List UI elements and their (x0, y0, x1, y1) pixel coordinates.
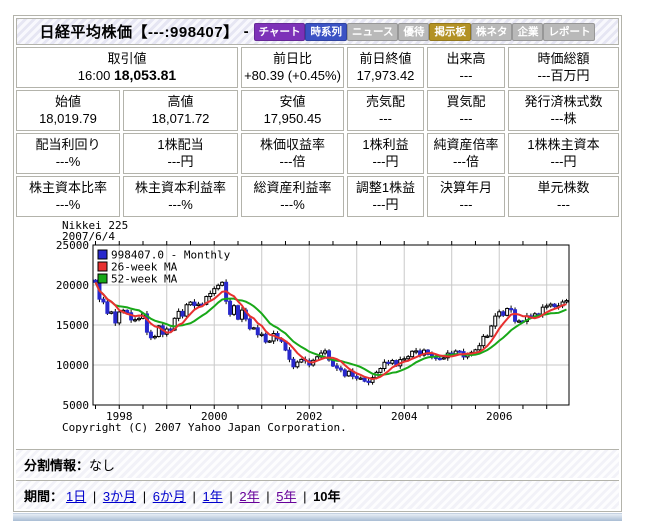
quote-cell-trading-price: 取引値 16:00 18,053.81 (16, 47, 238, 88)
svg-text:2007/6/4: 2007/6/4 (62, 230, 115, 243)
split-info-row: 分割情報：なし (16, 449, 619, 478)
svg-text:5000: 5000 (63, 399, 90, 412)
last-price: 18,053.81 (113, 67, 177, 83)
quote-cell-roa: 総資産利益率 ---% (241, 176, 344, 217)
header-button-message-board[interactable]: 掲示板 (429, 23, 471, 41)
header-button-company[interactable]: 企業 (512, 23, 544, 41)
header-button-news[interactable]: ニュース (346, 23, 399, 41)
header-button-chart[interactable]: チャート (253, 23, 306, 41)
quote-cell-low: 安値 17,950.45 (241, 90, 344, 131)
price-chart: Nikkei 225 2007/6/4 25000 20000 15000 10000 50… (16, 219, 619, 447)
period-link-6m[interactable]: 6か月 (152, 489, 186, 504)
quote-cell-open: 始値 18,019.79 (16, 90, 120, 131)
quote-cell-eps: 1株利益 ---円 (347, 133, 424, 174)
header-button-report[interactable]: レポート (543, 23, 596, 41)
quote-cell-high: 高値 18,071.72 (123, 90, 238, 131)
period-separator: | (225, 489, 237, 504)
header-buttons: チャート 時系列 ニュース 優待 掲示板 株ネタ 企業 レポート (253, 22, 596, 41)
quote-row-3: 配当利回り ---% 1株配当 ---円 株価収益率 ---倍 1株利益 ---… (16, 133, 619, 174)
period-links: 1日 | 3か月 | 6か月 | 1年 | 2年 | 5年 | 10年 (63, 489, 344, 504)
cell-value: 16:00 18,053.81 (18, 67, 236, 84)
quote-row-2: 始値 18,019.79 高値 18,071.72 安値 17,950.45 売… (16, 90, 619, 131)
svg-text:Nikkei 225: Nikkei 225 (62, 219, 128, 232)
quote-row-4: 株主資本比率 ---% 株主資本利益率 ---% 総資産利益率 ---% 調整1… (16, 176, 619, 217)
quote-cell-equity-ratio: 株主資本比率 ---% (16, 176, 120, 217)
svg-text:15000: 15000 (56, 319, 89, 332)
period-link-2y[interactable]: 2年 (239, 489, 260, 504)
quote-cell-roe: 株主資本利益率 ---% (123, 176, 238, 217)
quote-cell-dividend-per-share: 1株配当 ---円 (123, 133, 238, 174)
quote-cell-fiscal-year-end: 決算年月 --- (427, 176, 505, 217)
cell-label: 取引値 (107, 51, 147, 66)
svg-text:Copyright (C) 2007 Yahoo Japan: Copyright (C) 2007 Yahoo Japan Corporati… (62, 421, 347, 434)
quote-cell-unit-shares: 単元株数 --- (508, 176, 619, 217)
header-button-time-series[interactable]: 時系列 (305, 23, 347, 41)
quote-page: 日経平均株価【---:998407】 - チャート 時系列 ニュース 優待 掲示板 株ネタ… (13, 15, 622, 521)
period-link-10y: 10年 (313, 489, 341, 504)
quote-cell-bid: 買気配 --- (427, 90, 505, 131)
next-section-header-strip (13, 513, 622, 521)
quote-cell-previous-close: 前日終値 17,973.42 (347, 47, 424, 88)
period-separator: | (262, 489, 274, 504)
svg-text:20000: 20000 (56, 279, 89, 292)
quote-panel: 日経平均株価【---:998407】 - チャート 時系列 ニュース 優待 掲示板 株ネタ… (13, 15, 622, 512)
quote-cell-bps: 1株株主資本 ---円 (508, 133, 619, 174)
svg-text:26-week MA: 26-week MA (111, 261, 178, 274)
period-separator: | (89, 489, 100, 504)
split-info-label: 分割情報： (24, 458, 90, 473)
svg-text:2004: 2004 (391, 410, 418, 423)
quote-cell-adjusted-eps: 調整1株益 ---円 (347, 176, 424, 217)
period-link-3m[interactable]: 3か月 (102, 489, 137, 504)
page-title: 日経平均株価【---:998407】 (39, 24, 239, 41)
period-row: 期間： 1日 | 3か月 | 6か月 | 1年 | 2年 | 5年 | 10年 (16, 480, 619, 509)
period-link-5y[interactable]: 5年 (276, 489, 297, 504)
quote-cell-dividend-yield: 配当利回り ---% (16, 133, 120, 174)
quote-cell-pbr: 純資産倍率 ---倍 (427, 133, 505, 174)
split-info-value: なし (89, 458, 116, 473)
svg-text:2000: 2000 (201, 410, 228, 423)
period-separator: | (139, 489, 150, 504)
title-dash: - (243, 23, 249, 40)
quote-cell-shares-outstanding: 発行済株式数 ---株 (508, 90, 619, 131)
header-button-yutai[interactable]: 優待 (398, 23, 430, 41)
period-link-1y[interactable]: 1年 (202, 489, 223, 504)
svg-text:1998: 1998 (106, 410, 133, 423)
quote-cell-volume: 出来高 --- (427, 47, 505, 88)
svg-text:998407.0 - Monthly: 998407.0 - Monthly (111, 249, 231, 262)
period-label: 期間： (24, 489, 64, 504)
svg-text:10000: 10000 (56, 359, 89, 372)
svg-text:25000: 25000 (56, 239, 89, 252)
quote-cell-market-cap: 時価総額 ---百万円 (508, 47, 619, 88)
period-separator: | (299, 489, 311, 504)
svg-text:2002: 2002 (296, 410, 323, 423)
trade-time: 16:00 (77, 68, 111, 83)
header-button-kabu-neta[interactable]: 株ネタ (470, 23, 513, 41)
quote-cell-per: 株価収益率 ---倍 (241, 133, 344, 174)
quote-cell-ask: 売気配 --- (347, 90, 424, 131)
quote-row-1: 取引値 16:00 18,053.81 前日比 +80.39 (+0.45%) … (16, 47, 619, 88)
svg-text:52-week MA: 52-week MA (111, 273, 178, 286)
title-bar: 日経平均株価【---:998407】 - チャート 時系列 ニュース 優待 掲示板 株ネタ… (16, 18, 619, 45)
period-link-1d[interactable]: 1日 (66, 489, 87, 504)
quote-cell-change: 前日比 +80.39 (+0.45%) (241, 47, 344, 88)
svg-text:2006: 2006 (486, 410, 513, 423)
period-separator: | (188, 489, 200, 504)
